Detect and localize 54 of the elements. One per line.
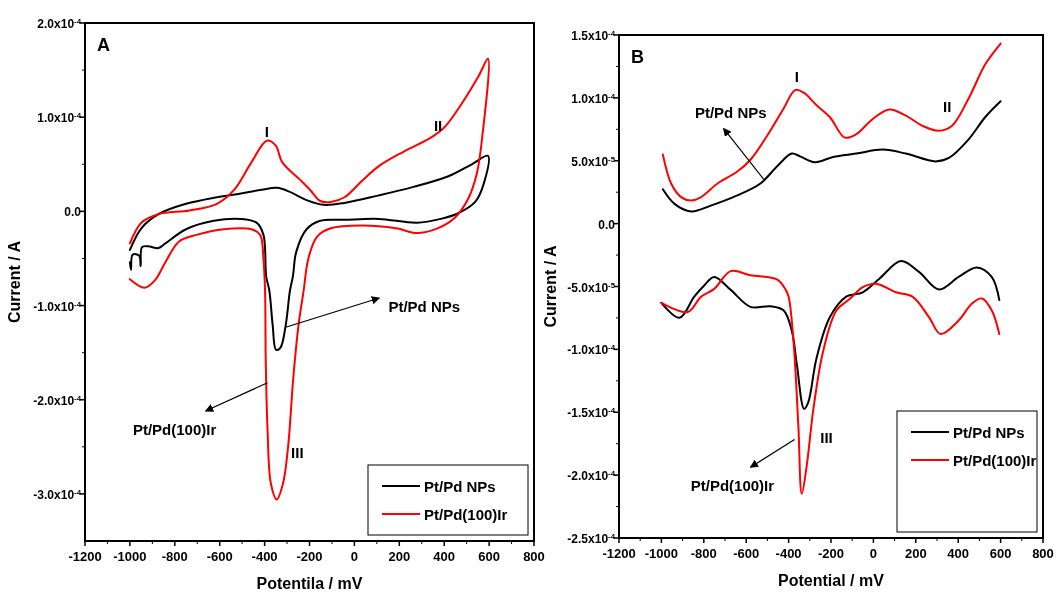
y-tick-label: -1.5x10$^{-4}$ [567, 405, 616, 421]
y-tick-label: 1.5x10$^{-4}$ [571, 28, 616, 43]
x-tick-label: -600 [206, 549, 233, 564]
x-tick-label: 600 [478, 549, 500, 564]
legend-label: Pt/Pd NPs [953, 424, 1025, 441]
annotation: I [794, 68, 799, 86]
line-series [128, 154, 490, 351]
x-tick-label: -1200 [602, 546, 636, 561]
x-tick-label: -200 [296, 549, 323, 564]
y-tick-label: 1.0x10$^{-4}$ [571, 91, 616, 106]
annotation: Pt/Pd(100)Ir [690, 477, 775, 495]
x-tick-label: 400 [947, 546, 970, 561]
y-axis-title: Current / A [6, 240, 23, 324]
annotation: Pt/Pd NPs [388, 297, 461, 315]
x-axis-title: Potentila / mV [256, 575, 363, 592]
y-tick-label: -2.5x10$^{-4}$ [567, 531, 616, 546]
y-tick-label: -2.0x10$^{-4}$ [567, 468, 616, 484]
y-tick-label: -1.0x10$^{-4}$ [567, 342, 616, 358]
annotation: Pt/Pd(100)Ir [132, 420, 217, 438]
x-tick-label: 600 [989, 546, 1012, 561]
y-tick-label: -3.0x10$^{-4}$ [33, 487, 82, 502]
annotation: III [291, 443, 304, 461]
x-tick-label: -400 [251, 549, 278, 564]
x-tick-label: -200 [817, 546, 845, 561]
legend-label: Pt/Pd NPs [424, 478, 496, 495]
x-tick-label: 0 [869, 546, 878, 561]
y-tick-label: 1.0x10$^{-4}$ [37, 110, 82, 126]
y-tick-label: 0.0 [64, 205, 82, 220]
x-tick-label: 0 [350, 549, 359, 564]
annotation: Pt/Pd NPs [694, 104, 767, 122]
legend-label: Pt/Pd(100)Ir [953, 452, 1037, 469]
x-tick-label: -600 [733, 546, 760, 561]
annotation: I [264, 123, 269, 141]
annotation: III [820, 428, 833, 446]
x-tick-label: -400 [775, 546, 802, 561]
annotation: II [433, 116, 443, 134]
x-tick-label: 400 [433, 549, 456, 564]
y-tick-label: 2.0x10$^{-4}$ [37, 16, 82, 31]
annotation: A [97, 35, 110, 55]
x-tick-label: 200 [904, 546, 927, 561]
annotation: B [631, 47, 644, 67]
x-tick-label: 800 [523, 549, 545, 564]
legend-label: Pt/Pd(100)Ir [424, 506, 508, 523]
x-tick-label: -1000 [644, 546, 679, 561]
x-axis-title: Potential / mV [778, 572, 885, 589]
x-tick-label: -800 [690, 546, 717, 561]
y-tick-label: 0.0 [598, 217, 616, 232]
x-tick-label: -1200 [68, 549, 102, 564]
y-axis-title: Current / A [542, 245, 559, 328]
x-tick-label: -1000 [113, 549, 147, 564]
x-tick-label: 200 [388, 549, 411, 564]
x-tick-label: -800 [161, 549, 188, 564]
x-tick-label: 800 [1032, 546, 1054, 561]
annotation: II [943, 98, 952, 116]
